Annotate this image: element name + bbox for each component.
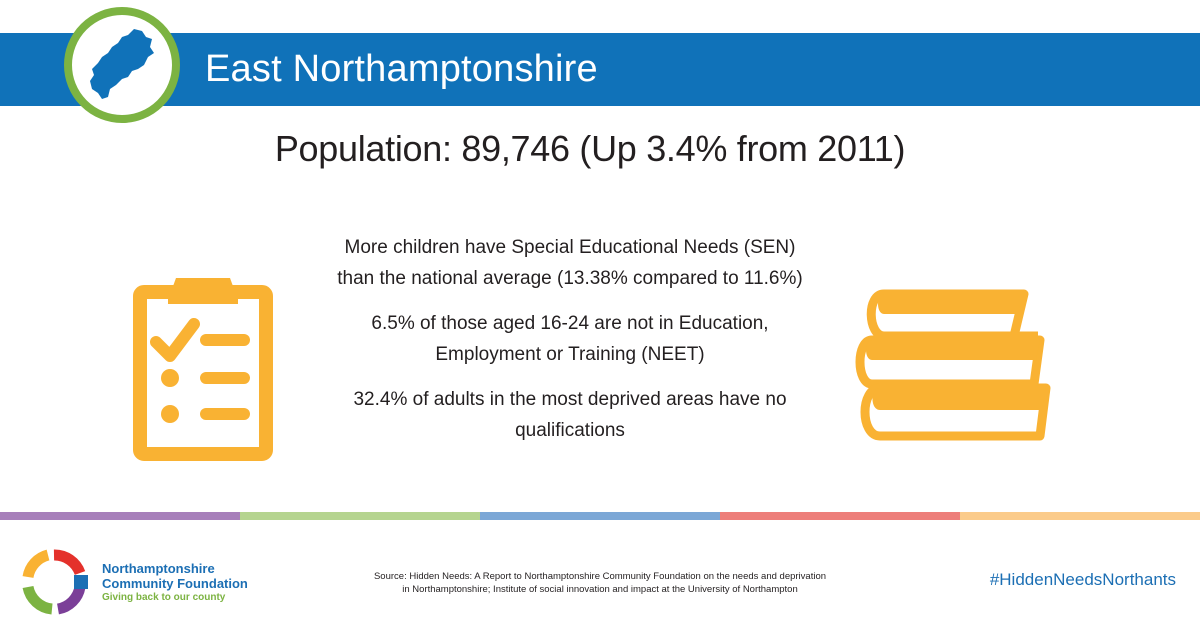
- divider-segment: [0, 512, 240, 520]
- source-line1: Source: Hidden Needs: A Report to Northa…: [373, 571, 827, 582]
- source-line2: in Northamptonshire; Institute of social…: [402, 584, 798, 595]
- qualifications-fact: 32.4% of adults in the most deprived are…: [320, 384, 820, 446]
- organisation-name-line1: Northamptonshire: [102, 561, 215, 576]
- header-banner: [0, 33, 1200, 106]
- page-title: East Northamptonshire: [205, 48, 598, 90]
- qualifications-fact-line1: 32.4% of adults in the most deprived are…: [353, 389, 787, 410]
- organisation-name: Northamptonshire Community Foundation: [102, 561, 248, 591]
- organisation-name-line2: Community Foundation: [102, 576, 248, 591]
- qualifications-fact-line2: qualifications: [515, 420, 625, 441]
- divider-segment: [960, 512, 1200, 520]
- population-headline: Population: 89,746 (Up 3.4% from 2011): [274, 128, 906, 169]
- clipboard-checklist-icon: [133, 278, 273, 461]
- map-badge: [64, 7, 180, 123]
- neet-fact-line1: 6.5% of those aged 16-24 are not in Educ…: [371, 313, 769, 334]
- foundation-logo-icon: [22, 549, 88, 615]
- hashtag: #HiddenNeedsNorthants: [989, 570, 1176, 589]
- divider-segment: [720, 512, 960, 520]
- facts-block: More children have Special Educational N…: [320, 232, 820, 460]
- neet-fact-line2: Employment or Training (NEET): [435, 344, 705, 365]
- organisation-tagline: Giving back to our county: [102, 592, 226, 603]
- source-citation: Source: Hidden Needs: A Report to Northa…: [340, 570, 860, 596]
- neet-fact: 6.5% of those aged 16-24 are not in Educ…: [320, 308, 820, 370]
- sen-fact-line1: More children have Special Educational N…: [344, 237, 796, 258]
- sen-fact-line2: than the national average (13.38% compar…: [337, 268, 803, 289]
- divider-segment: [480, 512, 720, 520]
- county-map-icon: [90, 29, 154, 99]
- divider-segment: [240, 512, 480, 520]
- stack-of-books-icon: [855, 289, 1051, 441]
- sen-fact: More children have Special Educational N…: [320, 232, 820, 294]
